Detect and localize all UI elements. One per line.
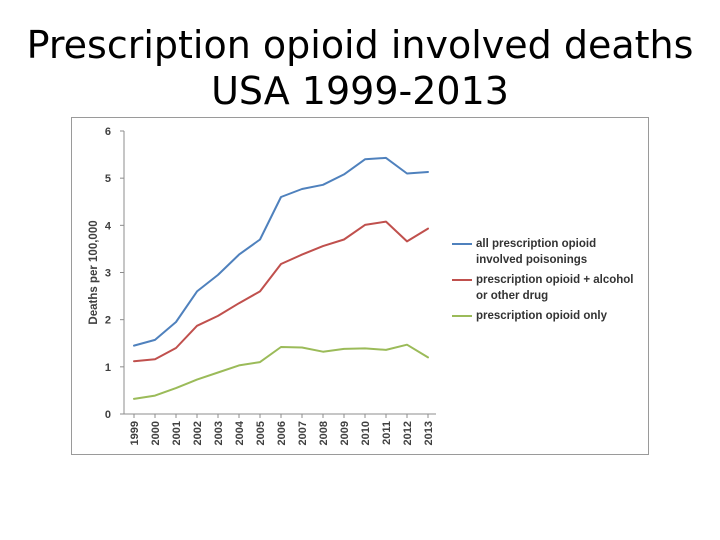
legend-label: or other drug xyxy=(476,290,549,302)
x-tick-label: 2009 xyxy=(339,421,351,445)
x-tick-label: 2005 xyxy=(255,421,267,445)
x-tick-label: 2004 xyxy=(234,420,246,445)
legend-item-opioid-only: prescription opioid only xyxy=(452,308,652,324)
legend-label: involved poisonings xyxy=(476,254,588,266)
chart-legend: all prescription opioid involved poisoni… xyxy=(452,236,652,328)
chart-frame xyxy=(71,117,649,455)
y-tick-label: 0 xyxy=(105,409,111,421)
legend-label: prescription opioid + alcohol xyxy=(476,274,634,286)
y-tick-label: 4 xyxy=(105,220,112,232)
slide-title: Prescription opioid involved deaths USA … xyxy=(0,22,720,114)
legend-item-opioid-plus-other: prescription opioid + alcohol or other d… xyxy=(452,272,652,304)
series-line-2 xyxy=(133,220,429,363)
x-tick-label: 2003 xyxy=(213,421,225,445)
slide-title-line-1: Prescription opioid involved deaths xyxy=(26,23,694,67)
legend-item-all-opioid: all prescription opioid involved poisoni… xyxy=(452,236,652,268)
x-tick-label: 2000 xyxy=(150,421,162,445)
y-tick-label: 3 xyxy=(105,268,111,280)
legend-swatch-all-opioid xyxy=(452,243,472,245)
x-tick-label: 2011 xyxy=(381,421,393,445)
x-tick-label: 2007 xyxy=(297,421,309,445)
y-tick-label: 2 xyxy=(105,315,111,327)
x-tick-label: 2001 xyxy=(171,421,183,445)
x-tick-label: 2008 xyxy=(318,421,330,445)
legend-swatch-opioid-plus-other xyxy=(452,279,472,281)
x-tick-label: 2013 xyxy=(423,421,435,445)
series-line-1 xyxy=(133,156,429,347)
x-tick-label: 2006 xyxy=(276,421,288,445)
y-tick-label: 1 xyxy=(105,362,111,374)
legend-swatch-opioid-only xyxy=(452,315,472,317)
legend-label: all prescription opioid xyxy=(476,238,597,250)
legend-label: prescription opioid only xyxy=(476,310,607,322)
slide-title-line-2: USA 1999-2013 xyxy=(211,69,509,113)
x-tick-label: 2002 xyxy=(192,421,204,445)
y-tick-label: 5 xyxy=(105,173,111,185)
x-tick-label: 2010 xyxy=(360,421,372,445)
series-line-3 xyxy=(133,343,429,400)
x-tick-label: 1999 xyxy=(129,421,141,445)
x-tick-label: 2012 xyxy=(402,421,414,445)
y-tick-label: 6 xyxy=(105,126,111,138)
y-axis-title: Deaths per 100,000 xyxy=(88,220,100,324)
